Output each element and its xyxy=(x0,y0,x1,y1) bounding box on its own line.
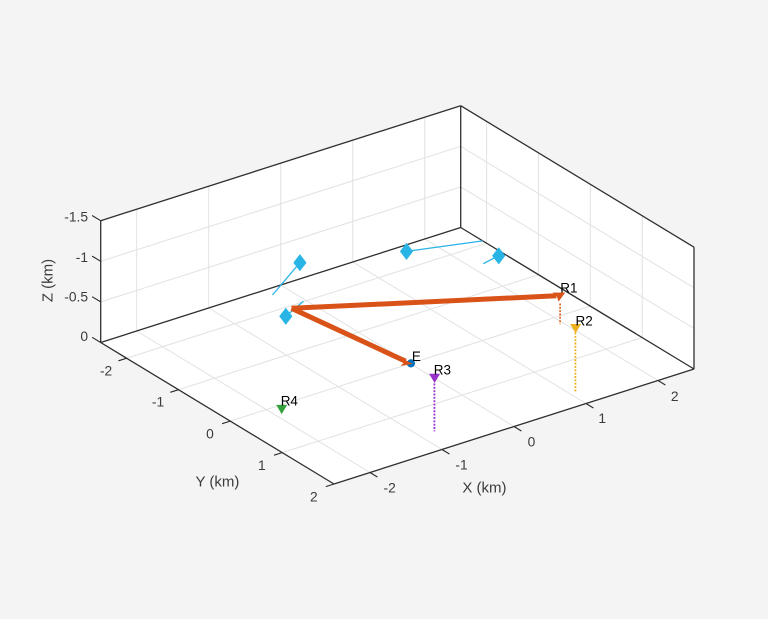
svg-text:0: 0 xyxy=(528,434,536,449)
svg-text:-2: -2 xyxy=(100,363,112,378)
svg-text:1: 1 xyxy=(258,458,266,473)
svg-text:Y (km): Y (km) xyxy=(195,474,239,491)
svg-text:2: 2 xyxy=(310,489,318,504)
svg-text:0: 0 xyxy=(206,426,214,441)
svg-text:0: 0 xyxy=(80,329,88,344)
svg-text:R4: R4 xyxy=(281,393,299,408)
svg-text:E: E xyxy=(412,349,421,364)
svg-text:1: 1 xyxy=(598,411,606,426)
svg-text:Z (km): Z (km) xyxy=(40,259,57,302)
svg-text:-1: -1 xyxy=(152,395,164,410)
svg-text:R2: R2 xyxy=(576,314,593,329)
svg-text:-1.5: -1.5 xyxy=(64,209,88,224)
svg-text:-0.5: -0.5 xyxy=(64,290,88,305)
svg-text:R1: R1 xyxy=(560,280,577,295)
svg-text:X (km): X (km) xyxy=(462,480,506,497)
svg-text:R3: R3 xyxy=(434,363,451,378)
svg-text:-1: -1 xyxy=(76,250,88,265)
svg-text:-2: -2 xyxy=(384,481,396,496)
svg-text:2: 2 xyxy=(671,389,679,404)
svg-text:-1: -1 xyxy=(455,457,467,472)
